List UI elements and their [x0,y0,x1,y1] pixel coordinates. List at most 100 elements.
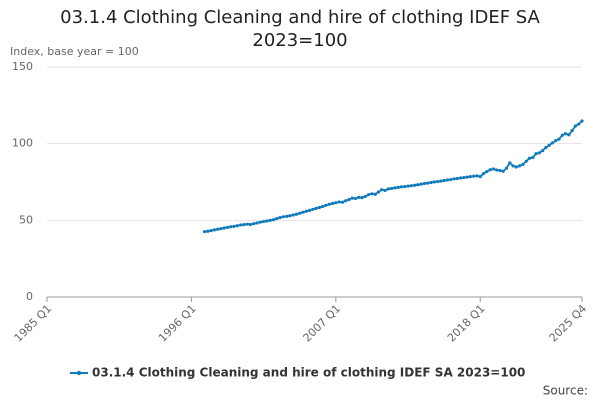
point [235,224,239,228]
y-tick-label: 0 [26,290,33,303]
point [481,171,486,176]
x-tick-label: 2025 Q4 [547,302,590,345]
point [426,181,430,185]
point [534,152,538,156]
point [547,143,551,147]
legend-label: 03.1.4 Clothing Cleaning and hire of clo… [92,366,525,380]
point [229,225,233,229]
point [311,207,315,211]
point [314,206,318,210]
x-tick-label: 2018 Q1 [445,302,488,345]
x-tick-label: 2007 Q1 [301,302,344,345]
chart-title: 03.1.4 Clothing Cleaning and hire of clo… [60,7,540,51]
point [383,188,387,193]
point [248,222,253,227]
point [399,185,404,189]
point [301,210,305,214]
point [350,196,354,200]
y-tick-label: 100 [12,137,33,150]
point [288,214,292,218]
point [222,226,226,230]
point [396,185,400,189]
point [285,214,289,218]
point [554,139,558,143]
point [501,169,505,173]
point [541,148,545,153]
point [307,208,312,212]
point [367,192,371,197]
point [344,199,348,203]
point [219,227,223,231]
point [324,203,328,207]
point [491,167,495,171]
point [304,209,308,213]
point [508,161,512,165]
point [291,213,295,217]
point [268,218,272,222]
point [360,196,364,200]
point [258,220,262,224]
point [370,192,374,196]
point [557,137,561,141]
point [514,165,518,169]
point [373,192,377,196]
point [567,133,571,137]
point [449,177,453,182]
point [435,179,440,184]
point [386,187,390,191]
point [511,164,515,168]
point [442,178,446,183]
point [468,175,473,179]
point [504,166,509,170]
point [340,200,344,204]
x-tick-label: 1996 Q1 [156,302,199,345]
point [458,176,463,180]
point [225,225,230,229]
point [563,132,568,136]
point [419,182,423,186]
point [455,176,459,181]
point [498,168,502,173]
point [380,188,384,192]
point [429,180,433,185]
point [239,223,243,227]
point [577,122,581,126]
source: Source: [543,384,588,398]
point [321,204,325,209]
point [488,168,492,172]
x-tick-label: 1985 Q1 [12,302,55,345]
point [439,179,443,183]
point [271,218,276,222]
point [242,223,246,227]
point [406,184,410,188]
point [416,183,420,187]
point [432,180,436,184]
point [518,164,522,168]
point [278,215,282,220]
point [275,217,279,221]
point [422,181,427,186]
point [495,168,499,172]
point [209,229,213,233]
point [330,201,335,206]
point [334,201,338,205]
point [202,230,207,234]
point [452,177,456,181]
point [376,190,381,194]
point [472,174,476,178]
point [485,169,489,174]
point [255,221,259,225]
y-axis-label: Index, base year = 100 [10,45,139,58]
point [524,159,528,163]
point [390,186,394,191]
point [245,222,249,226]
point [527,156,532,160]
point [413,183,417,187]
point [403,185,407,189]
point [475,174,479,178]
point [281,215,285,219]
point [212,228,216,232]
point [252,222,256,226]
point [347,198,351,202]
